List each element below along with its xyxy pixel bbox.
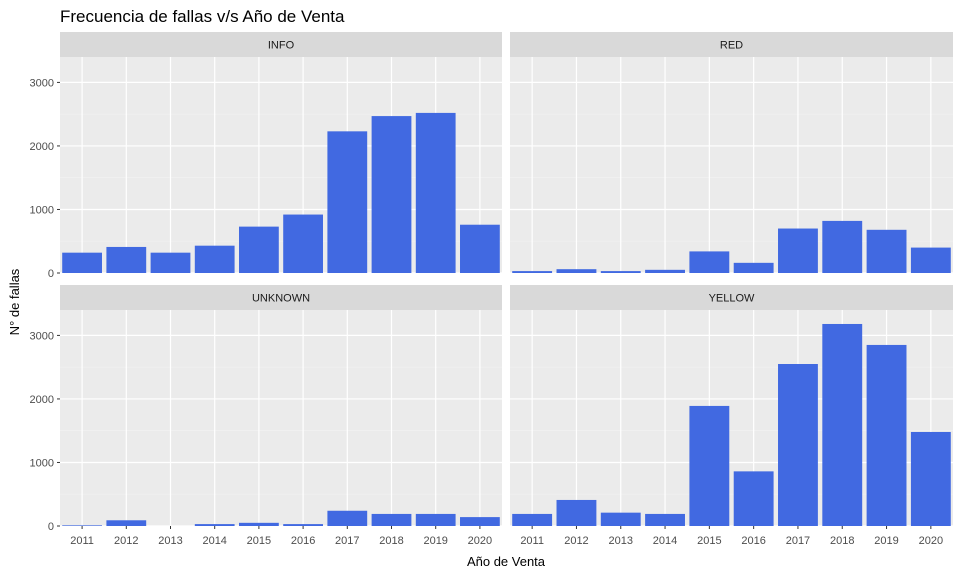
chart-title: Frecuencia de fallas v/s Año de Venta [60, 7, 345, 26]
bar [866, 344, 907, 526]
bar [600, 271, 641, 273]
bar [327, 510, 368, 526]
facet-strip-label: INFO [268, 40, 295, 52]
bar [327, 131, 368, 273]
y-tick-label: 0 [48, 268, 54, 280]
bar [556, 269, 597, 273]
x-tick-label: 2020 [468, 535, 492, 547]
bar [778, 364, 818, 526]
y-tick-label: 1000 [30, 204, 54, 216]
bar [283, 524, 323, 526]
bar [415, 513, 456, 526]
bar [194, 524, 235, 526]
bar [512, 513, 553, 526]
bar [371, 513, 412, 526]
facet-panels: INFO 0 1000 2000 3000 RED UNKNOWN 0 1000 2000 3000… [30, 32, 953, 547]
bar [371, 116, 412, 273]
bar [283, 214, 323, 273]
x-tick-label: 2011 [520, 535, 544, 547]
bar [62, 252, 102, 273]
facet-strip [510, 32, 953, 57]
bar [600, 512, 641, 526]
x-tick-label: 2020 [919, 535, 943, 547]
bar [62, 525, 102, 526]
bar [689, 405, 730, 526]
bar [778, 228, 818, 273]
y-tick-label: 2000 [30, 141, 54, 153]
bar [689, 251, 730, 273]
bar [150, 252, 191, 273]
x-tick-label: 2017 [786, 535, 810, 547]
facet-strip [60, 32, 502, 57]
bar [106, 520, 147, 526]
bar [239, 226, 279, 273]
x-tick-label: 2015 [247, 535, 271, 547]
x-tick-label: 2019 [423, 535, 447, 547]
y-tick-label: 0 [48, 521, 54, 533]
facet-strip [60, 285, 502, 310]
x-tick-label: 2013 [158, 535, 182, 547]
x-tick-label: 2018 [830, 535, 854, 547]
bar [733, 471, 774, 526]
x-tick-label: 2016 [291, 535, 315, 547]
bar [239, 522, 279, 526]
bar [910, 247, 951, 273]
bar [866, 229, 907, 273]
facet-strip [510, 285, 953, 310]
x-axis-title: Año de Venta [467, 554, 546, 569]
x-tick-label: 2011 [70, 535, 94, 547]
facet-strip-label: YELLOW [709, 293, 755, 305]
bar [512, 271, 553, 273]
x-tick-label: 2018 [379, 535, 403, 547]
x-tick-label: 2012 [114, 535, 138, 547]
x-tick-label: 2014 [202, 535, 226, 547]
x-tick-label: 2017 [335, 535, 359, 547]
bar [460, 224, 500, 273]
bar [733, 262, 774, 273]
y-tick-label: 2000 [30, 394, 54, 406]
x-tick-label: 2015 [697, 535, 721, 547]
x-tick-label: 2014 [653, 535, 677, 547]
bar [415, 112, 456, 273]
x-tick-label: 2012 [564, 535, 588, 547]
y-tick-label: 3000 [30, 330, 54, 342]
bar [556, 499, 597, 526]
facet-strip-label: UNKNOWN [252, 293, 310, 305]
bar [194, 245, 235, 273]
bar [106, 246, 147, 273]
bar [460, 517, 500, 526]
bar [645, 269, 685, 273]
facet-strip-label: RED [720, 40, 743, 52]
bar [645, 513, 685, 526]
panel-background [60, 310, 502, 526]
x-tick-label: 2013 [609, 535, 633, 547]
bar [822, 323, 863, 526]
bar [910, 431, 951, 526]
y-axis-title: N° de fallas [7, 268, 22, 335]
y-tick-label: 1000 [30, 457, 54, 469]
x-tick-label: 2016 [741, 535, 765, 547]
bar [822, 220, 863, 273]
x-tick-label: 2019 [874, 535, 898, 547]
y-tick-label: 3000 [30, 77, 54, 89]
